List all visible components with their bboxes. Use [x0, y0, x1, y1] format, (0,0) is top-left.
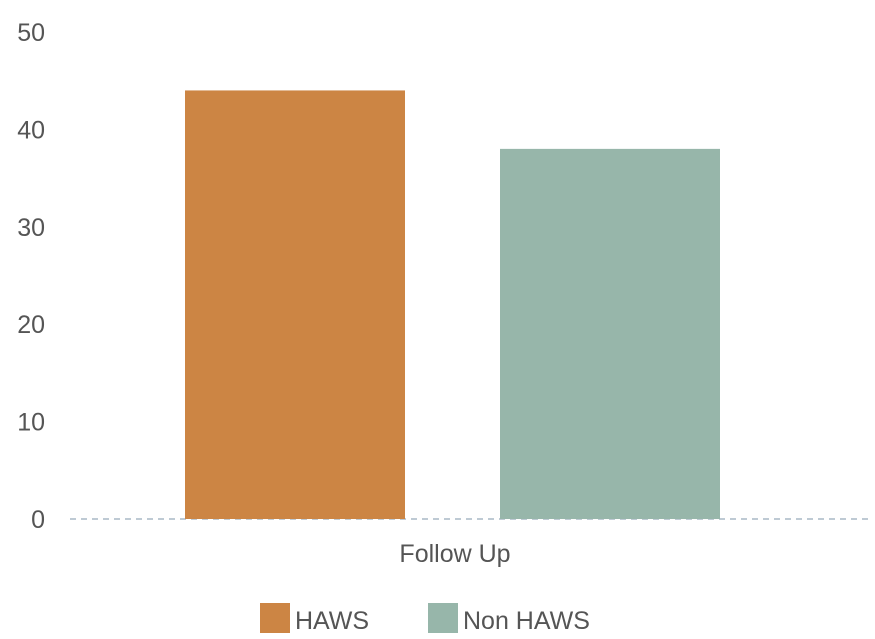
y-tick-label: 0: [31, 506, 45, 534]
y-tick-label: 10: [17, 409, 45, 437]
x-axis: Follow Up: [399, 540, 510, 568]
y-tick-label: 40: [17, 116, 45, 144]
legend-item: HAWS: [260, 603, 369, 635]
legend-item: Non HAWS: [428, 603, 590, 635]
y-axis: 0 10 20 30 40 50: [17, 19, 45, 534]
legend: HAWS Non HAWS: [260, 603, 590, 635]
y-tick-label: 20: [17, 311, 45, 339]
bars-group: [185, 90, 720, 519]
bar-non-haws: [500, 148, 720, 519]
y-tick-label: 50: [17, 19, 45, 47]
legend-swatch: [428, 603, 458, 633]
legend-swatch: [260, 603, 290, 633]
legend-label: Non HAWS: [463, 607, 590, 634]
y-tick-label: 30: [17, 214, 45, 242]
legend-label: HAWS: [295, 607, 369, 634]
x-category-label: Follow Up: [399, 540, 510, 568]
bar-haws: [185, 90, 405, 519]
